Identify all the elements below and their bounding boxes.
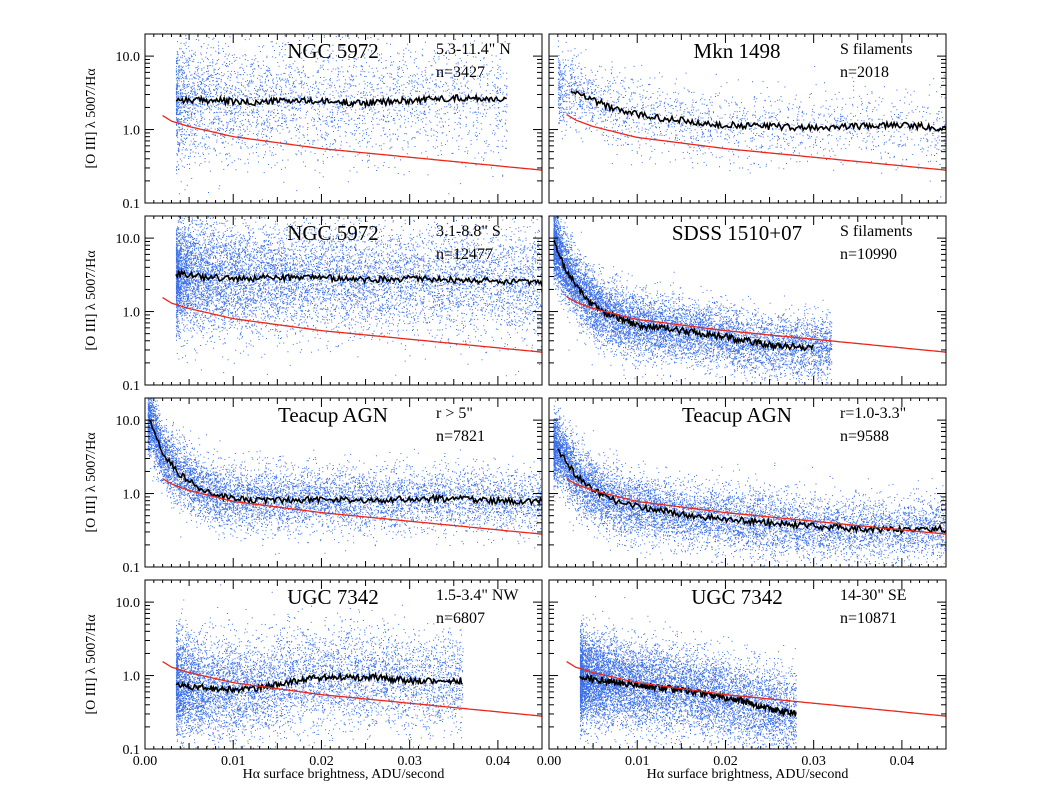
panel-region-label: S filaments — [840, 223, 912, 240]
panel-region-label: r > 5" — [436, 405, 473, 422]
panel-title: UGC 7342 — [287, 585, 379, 609]
model-curve — [163, 116, 542, 171]
panel-region-label: 3.1-8.8" S — [436, 223, 501, 240]
panel-count-label: n=10990 — [840, 246, 897, 263]
panel-4: SDSS 1510+07 S filaments n=10990 — [549, 216, 946, 386]
panel-7: 0.11.010.0[O III] λ 5007/Hα0.00 0.01 0.02 0… — [84, 580, 542, 769]
panel-count-label: n=10871 — [840, 610, 897, 627]
panel-region-label: S filaments — [840, 41, 912, 58]
y-axis-label: [O III] λ 5007/Hα — [84, 614, 99, 715]
y-tick-label: 0.1 — [123, 197, 141, 212]
panel-title: SDSS 1510+07 — [672, 221, 802, 245]
y-axis-label: [O III] λ 5007/Hα — [84, 68, 99, 169]
y-axis-label: [O III] λ 5007/Hα — [84, 432, 99, 533]
panel-title: Mkn 1498 — [694, 39, 781, 63]
x-axis-label-right: Hα surface brightness, ADU/second — [647, 767, 849, 782]
panel-region-label: 1.5-3.4" NW — [436, 587, 519, 604]
x-axis-label-left: Hα surface brightness, ADU/second — [243, 767, 445, 782]
y-tick-label: 1.0 — [123, 488, 141, 503]
panel-count-label: n=3427 — [436, 64, 485, 81]
panel-2: Mkn 1498 S filaments n=2018 — [549, 34, 947, 203]
x-tick-label: 0.04 — [890, 754, 915, 769]
y-axis-label: [O III] λ 5007/Hα — [84, 250, 99, 351]
y-tick-label: 10.0 — [116, 232, 141, 247]
y-tick-label: 1.0 — [123, 306, 141, 321]
x-tick-label: 0.04 — [486, 754, 511, 769]
panel-count-label: n=2018 — [840, 64, 889, 81]
panel-6: Teacup AGN r=1.0-3.3" n=9588 — [549, 398, 947, 568]
y-tick-label: 10.0 — [116, 50, 141, 65]
panel-title: NGC 5972 — [287, 39, 379, 63]
scatter-points — [176, 584, 464, 750]
panel-region-label: 5.3-11.4" N — [436, 41, 511, 58]
panel-3: 0.1 1.0 10.0 [O III] λ 5007/Hα NGC 5972 3.1-8… — [84, 216, 543, 394]
panel-count-label: n=6807 — [436, 610, 485, 627]
y-tick-label: 10.0 — [116, 596, 141, 611]
x-tick-label: 0.00 — [133, 754, 158, 769]
panel-5: 0.1 1.0 10.0 [O III] λ 5007/Hα Teacup AGN r >… — [84, 398, 543, 576]
panel-title: Teacup AGN — [682, 403, 792, 427]
panel-1: 0.1 1.0 10.0 [O III] λ 5007/Hα NGC 5972 5.3-1… — [84, 34, 542, 212]
panel-title: NGC 5972 — [287, 221, 379, 245]
y-tick-label: 1.0 — [123, 124, 141, 139]
y-tick-label: 0.1 — [123, 379, 141, 394]
running-median-line — [571, 91, 946, 131]
y-tick-label: 1.0 — [123, 670, 141, 685]
panel-title: Teacup AGN — [278, 403, 388, 427]
panel-grid: 0.1 1.0 10.0 [O III] λ 5007/Hα NGC 5972 5.3-1… — [84, 34, 947, 769]
panel-count-label: n=7821 — [436, 428, 485, 445]
x-tick-label: 0.00 — [537, 754, 562, 769]
scatter-points — [580, 596, 797, 750]
y-tick-label: 10.0 — [116, 414, 141, 429]
y-tick-label: 0.1 — [123, 561, 141, 576]
panel-count-label: n=12477 — [436, 246, 493, 263]
panel-region-label: r=1.0-3.3" — [840, 405, 906, 422]
panel-region-label: 14-30" SE — [840, 587, 907, 604]
panel-title: UGC 7342 — [691, 585, 783, 609]
panel-count-label: n=9588 — [840, 428, 889, 445]
